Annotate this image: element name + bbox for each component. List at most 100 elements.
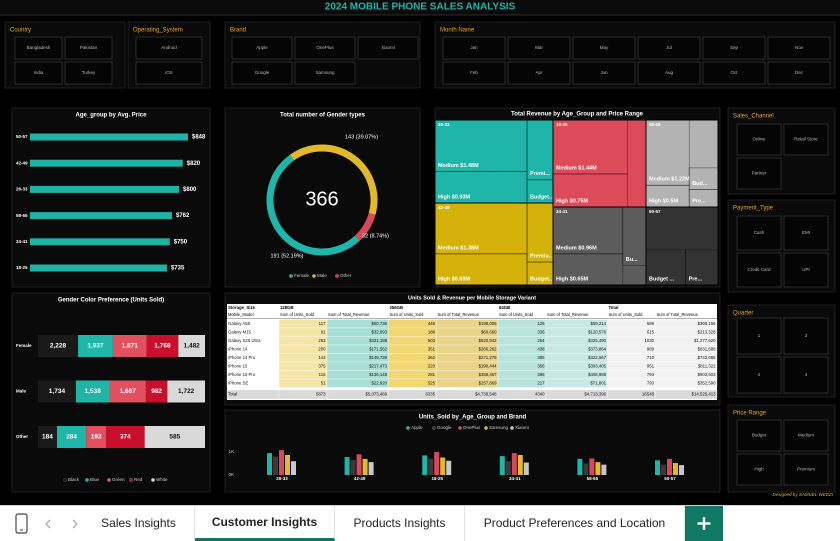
- bar-segment: [178, 335, 205, 357]
- table-cell-text: $620,942: [479, 338, 498, 343]
- bar: [30, 264, 167, 272]
- bar: [446, 460, 452, 475]
- slicer-item[interactable]: [702, 36, 766, 60]
- bar-segment: [56, 426, 87, 448]
- treemap-cell-label: Bu...: [626, 257, 638, 263]
- treemap-group: [645, 206, 719, 286]
- slicer-item[interactable]: [783, 215, 829, 251]
- donut-slice: [266, 154, 360, 256]
- table-cell-text: Galaxy M15: [228, 329, 252, 334]
- slicer-item[interactable]: [135, 61, 203, 85]
- table-cell-text: 951: [647, 363, 655, 368]
- slicer-item[interactable]: [736, 317, 782, 355]
- table-column-header: Sum of Total_Revenue: [438, 312, 480, 317]
- slicer-item-label: Nov: [795, 45, 804, 50]
- slicer-item[interactable]: [767, 61, 831, 85]
- table-cell-text: 220: [428, 363, 436, 368]
- bar-segment: [38, 335, 79, 357]
- slicer-item-label: Online: [752, 137, 766, 142]
- footer-credit: Designed by SAMUEL WEDZI: [773, 492, 834, 497]
- slicer-item[interactable]: [736, 356, 782, 394]
- panel: [224, 409, 721, 493]
- slicer-item-label: Android: [161, 45, 177, 50]
- slicer-item[interactable]: [637, 36, 701, 60]
- legend-label: Red: [134, 477, 143, 482]
- slicer-item[interactable]: [231, 61, 293, 85]
- table-cell-text: 263: [318, 338, 326, 343]
- y-tick-label: 42-49: [16, 160, 28, 165]
- slicer-item[interactable]: [736, 419, 782, 452]
- treemap-group-label: 26-33: [438, 122, 450, 127]
- treemap-group-label: 58-65: [649, 122, 661, 127]
- data-label: 184: [42, 434, 53, 441]
- table-column-header: Mobile_Model: [228, 312, 254, 317]
- table-cell-text: $271,279: [479, 355, 498, 360]
- table-cell-text: 116: [319, 372, 326, 377]
- slicer-item[interactable]: [736, 123, 782, 156]
- slicer-item-label: Apr: [535, 70, 543, 75]
- slicer-item[interactable]: [357, 36, 419, 60]
- y-tick-label: 0K: [228, 472, 234, 477]
- treemap-group: [434, 119, 554, 204]
- table-cell-text: 793: [647, 380, 655, 385]
- slicer-item[interactable]: [637, 61, 701, 85]
- slicer-item-label: Retail Store: [794, 137, 818, 142]
- slicer-item[interactable]: [736, 453, 782, 486]
- slicer-item[interactable]: [736, 215, 782, 251]
- slicer-item-label: Credit Card: [747, 267, 771, 272]
- bar: [30, 133, 188, 141]
- slicer-item[interactable]: [442, 61, 506, 85]
- slicer-item[interactable]: [783, 453, 829, 486]
- table-column-header: Sum of Units_Sold: [499, 312, 534, 317]
- page-tab[interactable]: Sales Insights: [83, 506, 195, 541]
- slicer-item[interactable]: [64, 61, 113, 85]
- slicer-item[interactable]: [783, 419, 829, 452]
- slicer-item[interactable]: [767, 36, 831, 60]
- slicer-item[interactable]: [572, 61, 636, 85]
- table-cell-text: 446: [428, 321, 436, 326]
- slicer-item[interactable]: [14, 36, 63, 60]
- table-cell-text: iPhone SE: [228, 380, 248, 385]
- slicer-item-label: 4: [805, 372, 808, 377]
- page-tab[interactable]: Product Preferences and Location: [465, 506, 685, 541]
- slicer-item[interactable]: [736, 252, 782, 288]
- slicer-item[interactable]: [442, 36, 506, 60]
- slicer-item[interactable]: [783, 317, 829, 355]
- slicer-item[interactable]: [294, 61, 356, 85]
- table-cell-text: $5,073,469: [365, 392, 387, 397]
- data-label: 1,871: [122, 343, 139, 350]
- slicer-item[interactable]: [783, 252, 829, 288]
- slicer-item[interactable]: [736, 157, 782, 190]
- add-page-button[interactable]: [685, 506, 723, 541]
- slicer-item[interactable]: [783, 356, 829, 394]
- slicer-item[interactable]: [507, 61, 571, 85]
- legend-label: Apple: [411, 425, 423, 430]
- slicer-item[interactable]: [702, 61, 766, 85]
- page-tab[interactable]: Customer Insights: [195, 506, 335, 541]
- data-label: 1,768: [154, 343, 171, 350]
- page-tab[interactable]: Products Insights: [335, 506, 465, 541]
- table-cell-text: iPhone 14: [228, 346, 248, 351]
- table-column-header: Sum of Total_Revenue: [657, 312, 699, 317]
- slicer-item[interactable]: [135, 36, 203, 60]
- bar: [434, 452, 440, 475]
- slicer-item-label: Jul: [666, 45, 672, 50]
- slicer-item[interactable]: [783, 123, 829, 156]
- treemap-cell-label: Bud...: [692, 181, 708, 187]
- slicer-item[interactable]: [294, 36, 356, 60]
- bar: [601, 464, 607, 475]
- table-cell-text: 793: [647, 372, 655, 377]
- table-cell-text: 396: [537, 372, 545, 377]
- slicer-item[interactable]: [14, 61, 63, 85]
- page-icon[interactable]: [12, 512, 32, 536]
- tab-scroll-arrows[interactable]: [42, 518, 82, 530]
- table-column-header: Sum of Units_Sold: [280, 312, 315, 317]
- slicer-item[interactable]: [572, 36, 636, 60]
- table-cell-text: 615: [647, 329, 655, 334]
- slicer-item[interactable]: [64, 36, 113, 60]
- table-cell-text: $120,576: [588, 329, 607, 334]
- table-cell-text: iPhone 15: [228, 363, 248, 368]
- slicer-item[interactable]: [507, 36, 571, 60]
- slicer-item[interactable]: [231, 36, 293, 60]
- table-title: Units Sold & Revenue per Mobile Storage …: [408, 295, 536, 301]
